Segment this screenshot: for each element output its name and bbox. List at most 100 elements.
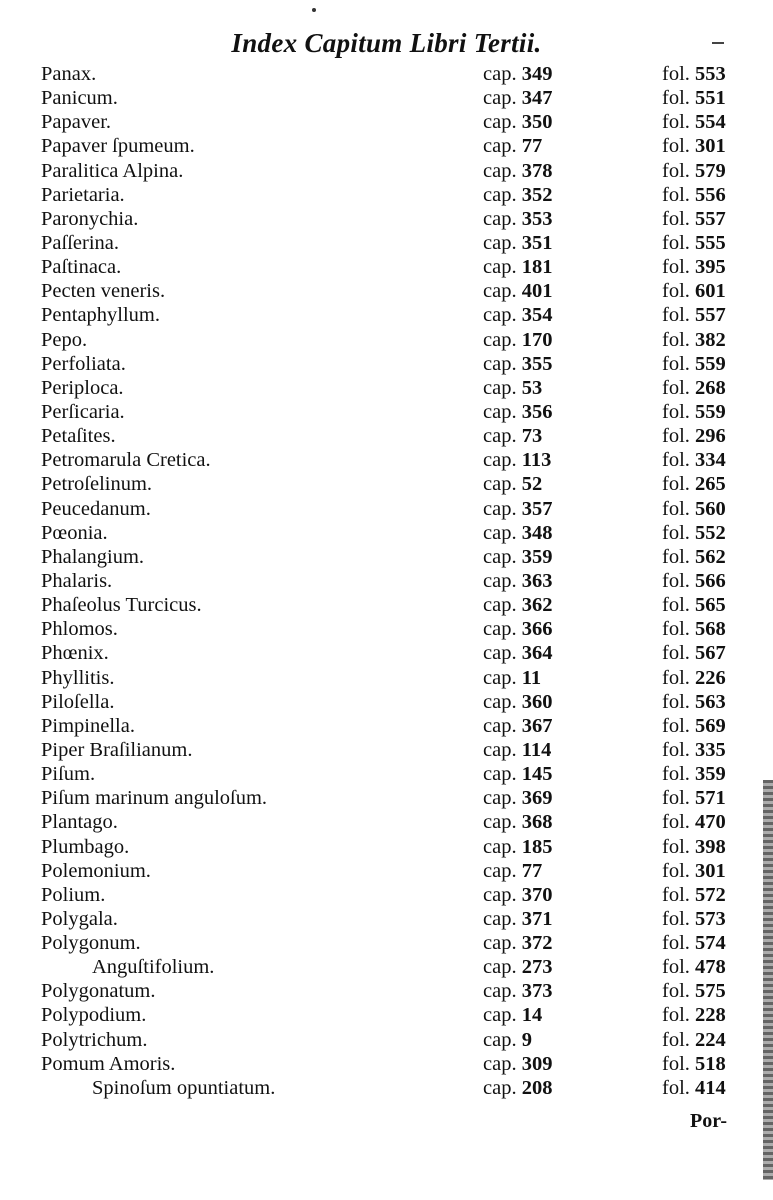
entry-name: Pepo. xyxy=(41,328,88,351)
fol-label: fol. xyxy=(662,1028,690,1051)
chapter-ref: cap. 373 xyxy=(483,979,552,1003)
fol-label: fol. xyxy=(662,883,690,906)
folio-ref: fol. 382 xyxy=(662,328,726,352)
chapter-number: 145 xyxy=(521,763,553,786)
cap-label: cap. xyxy=(483,883,517,906)
fol-label: fol. xyxy=(662,87,690,110)
folio-ref: fol. 551 xyxy=(662,86,726,110)
fol-label: fol. xyxy=(662,352,690,375)
entry-name: Peucedanum. xyxy=(41,497,151,520)
cap-label: cap. xyxy=(483,618,517,641)
folio-ref: fol. 565 xyxy=(662,593,726,617)
folio-number: 301 xyxy=(695,135,726,158)
cap-label: cap. xyxy=(483,497,517,520)
folio-ref: fol. 567 xyxy=(662,641,726,665)
index-list: Panax. cap. 349 fol. 553 Panicum. cap. 347 fo… xyxy=(0,62,773,1100)
entry-name: Phaſeolus Turcicus. xyxy=(41,594,202,617)
folio-ref: fol. 601 xyxy=(662,279,726,303)
chapter-ref: cap. 181 xyxy=(483,255,552,279)
folio-ref: fol. 557 xyxy=(662,207,726,231)
chapter-ref: cap. 348 xyxy=(483,521,552,545)
fol-label: fol. xyxy=(662,400,690,423)
folio-number: 228 xyxy=(695,1004,726,1027)
cap-label: cap. xyxy=(483,207,517,230)
folio-ref: fol. 296 xyxy=(662,424,726,448)
index-entry: Phyllitis. cap. 11 fol. 226 xyxy=(0,666,773,690)
index-entry: Polytrichum. cap. 9 fol. 224 xyxy=(0,1028,773,1052)
chapter-ref: cap. 378 xyxy=(483,159,552,183)
folio-ref: fol. 559 xyxy=(662,352,726,376)
entry-name: Paralitica Alpina. xyxy=(41,159,184,182)
folio-ref: fol. 554 xyxy=(662,110,726,134)
folio-number: 478 xyxy=(695,956,726,979)
folio-number: 301 xyxy=(695,859,726,882)
folio-ref: fol. 556 xyxy=(662,183,726,207)
cap-label: cap. xyxy=(483,280,517,303)
chapter-number: 349 xyxy=(521,63,553,85)
cap-label: cap. xyxy=(483,376,517,399)
chapter-ref: cap. 355 xyxy=(483,352,552,376)
fol-label: fol. xyxy=(662,714,690,737)
chapter-number: 208 xyxy=(521,1076,553,1099)
folio-ref: fol. 553 xyxy=(662,62,726,86)
index-entry: Phœnix. cap. 364 fol. 567 xyxy=(0,641,773,665)
catchword: Por- xyxy=(690,1110,728,1132)
chapter-ref: cap. 354 xyxy=(483,303,552,327)
index-entry: Polium. cap. 370 fol. 572 xyxy=(0,883,773,907)
index-entry: Petroſelinum. cap. 52 fol. 265 xyxy=(0,472,773,496)
entry-name: Phalaris. xyxy=(41,569,113,592)
entry-name: Perſicaria. xyxy=(41,400,125,423)
folio-number: 226 xyxy=(695,666,726,689)
fol-label: fol. xyxy=(662,521,690,544)
folio-number: 552 xyxy=(695,521,726,544)
chapter-number: 370 xyxy=(521,883,553,906)
chapter-number: 367 xyxy=(521,714,553,737)
ink-dot xyxy=(312,8,316,12)
chapter-number: 352 xyxy=(521,183,553,206)
chapter-ref: cap. 351 xyxy=(483,231,552,255)
folio-ref: fol. 518 xyxy=(662,1052,726,1076)
fol-label: fol. xyxy=(662,594,690,617)
chapter-number: 366 xyxy=(521,618,553,641)
index-entry: Polygonatum. cap. 373 fol. 575 xyxy=(0,979,773,1003)
fol-label: fol. xyxy=(662,159,690,182)
cap-label: cap. xyxy=(483,135,517,158)
chapter-ref: cap. 347 xyxy=(483,86,552,110)
folio-ref: fol. 478 xyxy=(662,955,726,979)
chapter-number: 350 xyxy=(521,111,553,134)
cap-label: cap. xyxy=(483,231,517,254)
folio-ref: fol. 560 xyxy=(662,497,726,521)
folio-ref: fol. 414 xyxy=(662,1076,726,1100)
chapter-number: 113 xyxy=(521,449,552,472)
fol-label: fol. xyxy=(662,497,690,520)
fol-label: fol. xyxy=(662,569,690,592)
chapter-number: 170 xyxy=(521,328,553,351)
folio-number: 565 xyxy=(695,594,726,617)
index-entry: Plantago. cap. 368 fol. 470 xyxy=(0,810,773,834)
cap-label: cap. xyxy=(483,787,517,810)
fol-label: fol. xyxy=(662,231,690,254)
folio-ref: fol. 579 xyxy=(662,159,726,183)
chapter-number: 185 xyxy=(521,835,553,858)
fol-label: fol. xyxy=(662,183,690,206)
folio-number: 557 xyxy=(695,207,726,230)
entry-name: Polytrichum. xyxy=(41,1028,148,1051)
chapter-ref: cap. 11 xyxy=(483,666,541,690)
entry-name: Polygala. xyxy=(41,907,118,930)
index-entry: Polemonium. cap. 77 fol. 301 xyxy=(0,859,773,883)
chapter-ref: cap. 9 xyxy=(483,1028,532,1052)
index-entry: Pomum Amoris. cap. 309 fol. 518 xyxy=(0,1052,773,1076)
chapter-ref: cap. 368 xyxy=(483,810,552,834)
index-entry: Parietaria. cap. 352 fol. 556 xyxy=(0,183,773,207)
folio-ref: fol. 569 xyxy=(662,714,726,738)
entry-name: Piloſella. xyxy=(41,690,115,713)
folio-number: 335 xyxy=(695,738,726,761)
folio-ref: fol. 562 xyxy=(662,545,726,569)
chapter-number: 353 xyxy=(521,207,553,230)
page-edge xyxy=(763,780,773,1180)
chapter-number: 371 xyxy=(521,907,553,930)
index-entry: Pecten veneris. cap. 401 fol. 601 xyxy=(0,279,773,303)
folio-ref: fol. 574 xyxy=(662,931,726,955)
fol-label: fol. xyxy=(662,835,690,858)
folio-ref: fol. 566 xyxy=(662,569,726,593)
